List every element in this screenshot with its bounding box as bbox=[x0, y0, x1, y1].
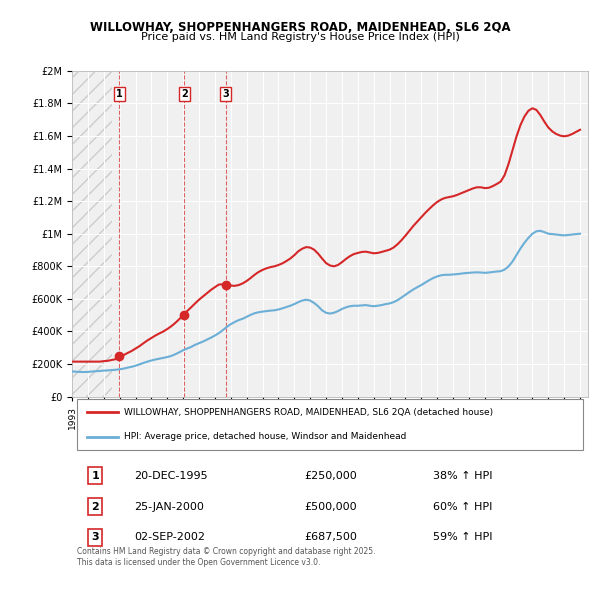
Text: Contains HM Land Registry data © Crown copyright and database right 2025.
This d: Contains HM Land Registry data © Crown c… bbox=[77, 548, 376, 566]
Text: 25-JAN-2000: 25-JAN-2000 bbox=[134, 502, 204, 512]
Text: £500,000: £500,000 bbox=[304, 502, 357, 512]
Text: WILLOWHAY, SHOPPENHANGERS ROAD, MAIDENHEAD, SL6 2QA (detached house): WILLOWHAY, SHOPPENHANGERS ROAD, MAIDENHE… bbox=[124, 408, 493, 417]
Text: Price paid vs. HM Land Registry's House Price Index (HPI): Price paid vs. HM Land Registry's House … bbox=[140, 32, 460, 42]
Text: WILLOWHAY, SHOPPENHANGERS ROAD, MAIDENHEAD, SL6 2QA: WILLOWHAY, SHOPPENHANGERS ROAD, MAIDENHE… bbox=[89, 21, 511, 34]
Text: 3: 3 bbox=[222, 88, 229, 99]
Text: 1: 1 bbox=[91, 471, 99, 481]
Text: 1: 1 bbox=[116, 88, 122, 99]
Text: 2: 2 bbox=[181, 88, 188, 99]
Text: 60% ↑ HPI: 60% ↑ HPI bbox=[433, 502, 493, 512]
Text: £250,000: £250,000 bbox=[304, 471, 357, 481]
Text: £687,500: £687,500 bbox=[304, 532, 357, 542]
Text: 3: 3 bbox=[91, 532, 99, 542]
Text: 2: 2 bbox=[91, 502, 99, 512]
Bar bbox=[72, 71, 112, 396]
Text: HPI: Average price, detached house, Windsor and Maidenhead: HPI: Average price, detached house, Wind… bbox=[124, 432, 406, 441]
Text: 59% ↑ HPI: 59% ↑ HPI bbox=[433, 532, 493, 542]
Text: 38% ↑ HPI: 38% ↑ HPI bbox=[433, 471, 493, 481]
FancyBboxPatch shape bbox=[77, 399, 583, 450]
Text: 02-SEP-2002: 02-SEP-2002 bbox=[134, 532, 205, 542]
Text: 20-DEC-1995: 20-DEC-1995 bbox=[134, 471, 208, 481]
